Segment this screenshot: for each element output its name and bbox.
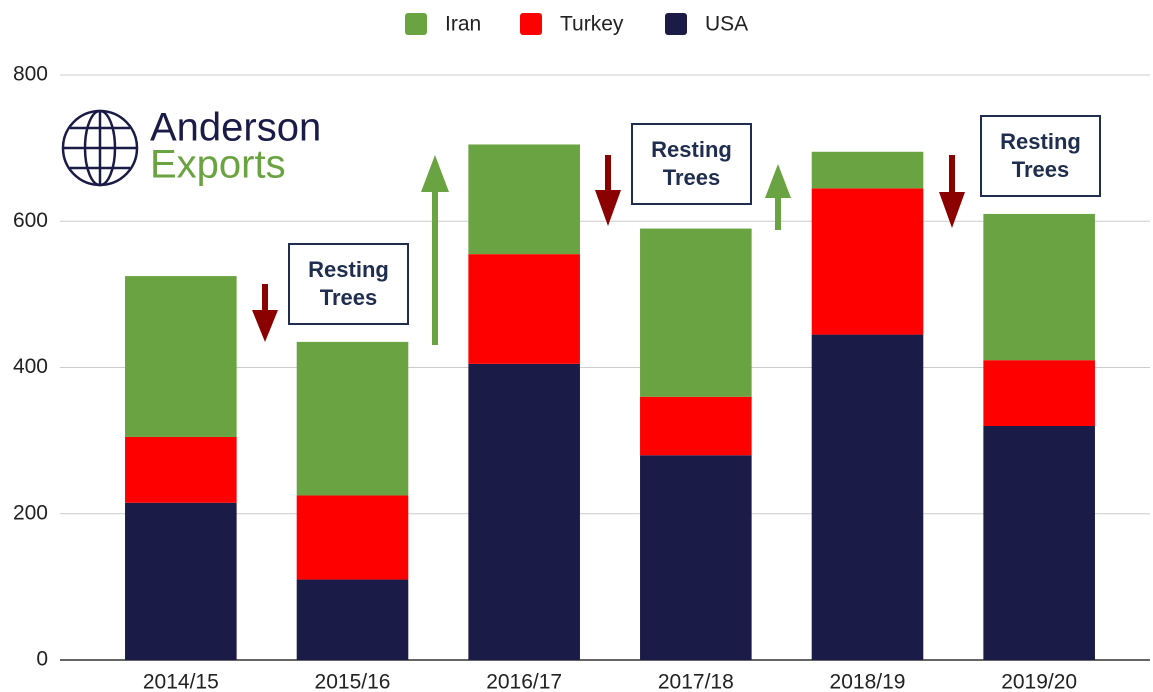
bar-segment: [125, 436, 237, 503]
x-tick-label: 2016/17: [486, 671, 562, 692]
bar-segment: [811, 334, 924, 660]
legend-label: Turkey: [560, 13, 624, 36]
bar-segment: [468, 363, 580, 660]
logo-text: Exports: [150, 143, 286, 187]
bar-segment: [811, 188, 924, 335]
bar-segment: [125, 276, 237, 437]
bar-segment: [983, 213, 1095, 361]
bar-segment: [468, 144, 580, 255]
legend-label: Iran: [445, 13, 481, 36]
bar-segment: [640, 455, 752, 660]
x-tick-label: 2019/20: [1001, 671, 1077, 692]
bar-segment: [296, 579, 409, 660]
bar-segment: [125, 502, 237, 660]
legend-swatch: [405, 13, 427, 35]
y-tick-label: 400: [13, 355, 48, 378]
bar-segment: [296, 495, 409, 580]
bar-segment: [983, 426, 1095, 660]
arrows: [252, 155, 965, 345]
plot: 0 200 400 600 800 2014/15 2015/16 2016/17 2017/1…: [13, 13, 1150, 692]
logo: [61, 109, 139, 187]
logo-text: Anderson: [150, 106, 321, 150]
bar-segment: [640, 228, 752, 397]
legend-swatch: [520, 13, 542, 35]
y-tick-label: 800: [13, 63, 48, 86]
bar-segment: [468, 254, 580, 364]
bar-segment: [811, 151, 924, 189]
annotation: Resting Trees: [631, 123, 752, 205]
legend-swatch: [665, 13, 687, 35]
annotation: Resting Trees: [288, 243, 409, 325]
x-tick-label: 2015/16: [315, 671, 391, 692]
y-tick-label: 600: [13, 209, 48, 232]
legend-label: USA: [705, 13, 748, 36]
bar-segment: [640, 396, 752, 456]
annotation: Resting Trees: [980, 115, 1101, 197]
x-tick-label: 2014/15: [143, 671, 219, 692]
x-tick-label: 2018/19: [830, 671, 906, 692]
bar-segment: [983, 360, 1095, 426]
x-tick-label: 2017/18: [658, 671, 734, 692]
y-tick-label: 200: [13, 501, 48, 524]
y-tick-label: 0: [36, 648, 48, 671]
bar-segment: [296, 341, 409, 496]
